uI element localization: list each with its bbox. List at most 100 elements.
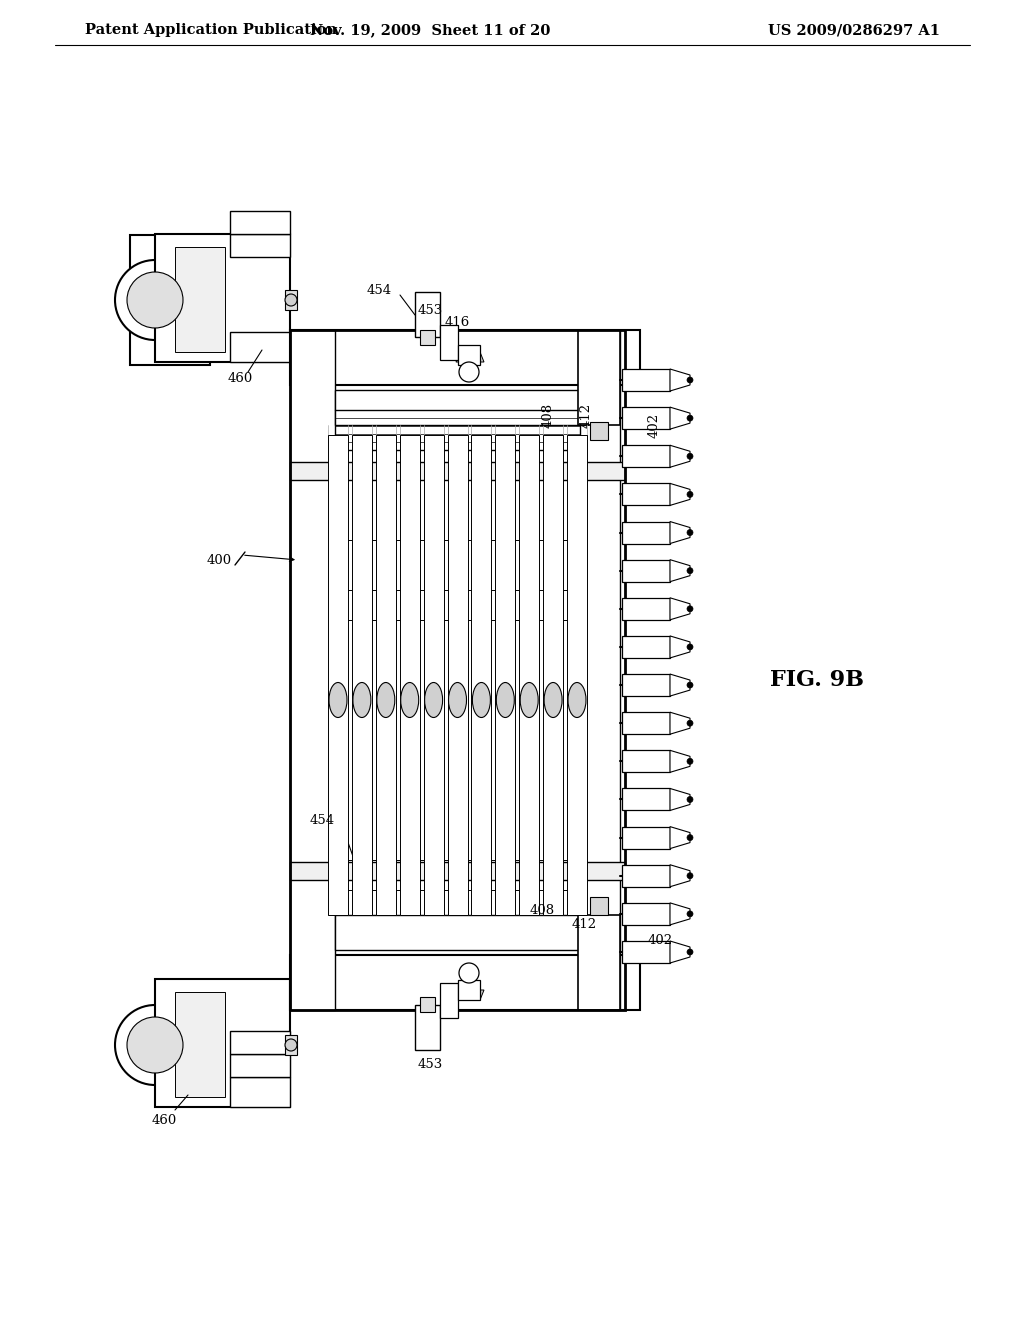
Circle shape [687, 911, 693, 917]
Ellipse shape [472, 682, 490, 718]
Text: 402: 402 [648, 933, 673, 946]
Bar [399, 436, 420, 915]
Bar [590, 422, 608, 440]
Circle shape [687, 682, 693, 688]
Circle shape [127, 272, 183, 327]
Circle shape [687, 453, 693, 459]
Ellipse shape [497, 682, 514, 718]
Bar [335, 389, 585, 425]
Bar [335, 915, 585, 950]
Bar [458, 979, 480, 1001]
Polygon shape [670, 598, 690, 620]
Text: 412: 412 [572, 919, 597, 932]
Bar [580, 330, 620, 1010]
Bar [622, 483, 670, 506]
Bar [496, 436, 515, 915]
Ellipse shape [400, 682, 419, 718]
Text: 454: 454 [367, 284, 392, 297]
Circle shape [687, 834, 693, 841]
Bar [285, 1035, 297, 1055]
Ellipse shape [353, 682, 371, 718]
Circle shape [285, 294, 297, 306]
Polygon shape [670, 370, 690, 391]
Bar [622, 521, 670, 544]
Polygon shape [670, 560, 690, 582]
Bar [130, 235, 210, 366]
Text: 454: 454 [310, 813, 335, 826]
Bar [622, 560, 670, 582]
Bar [328, 436, 348, 915]
Bar [230, 211, 290, 234]
Text: Patent Application Publication: Patent Application Publication [85, 22, 337, 37]
Bar [424, 436, 443, 915]
Bar [415, 292, 440, 337]
Bar [290, 330, 625, 1010]
Bar [622, 636, 670, 657]
Text: 453: 453 [418, 304, 443, 317]
Bar [155, 979, 290, 1107]
Bar [567, 436, 587, 915]
Polygon shape [670, 826, 690, 849]
Bar [622, 941, 670, 964]
Circle shape [115, 260, 195, 341]
Polygon shape [670, 483, 690, 506]
Bar [622, 370, 670, 391]
Ellipse shape [520, 682, 539, 718]
Bar [447, 436, 468, 915]
Polygon shape [670, 788, 690, 810]
Polygon shape [670, 636, 690, 657]
Bar [155, 234, 290, 362]
Bar [175, 247, 225, 352]
Bar [230, 1077, 290, 1107]
Bar [290, 862, 625, 880]
Bar [230, 1031, 290, 1053]
Bar [622, 407, 670, 429]
Bar [415, 1005, 440, 1049]
Circle shape [687, 529, 693, 536]
Circle shape [459, 964, 479, 983]
Text: Nov. 19, 2009  Sheet 11 of 20: Nov. 19, 2009 Sheet 11 of 20 [310, 22, 550, 37]
Bar [622, 598, 670, 620]
Bar [285, 290, 297, 310]
Circle shape [687, 378, 693, 383]
Circle shape [687, 873, 693, 879]
Bar [420, 997, 435, 1012]
Bar [440, 325, 458, 360]
Bar [458, 345, 480, 366]
Text: 400: 400 [207, 553, 232, 566]
Polygon shape [670, 521, 690, 544]
Circle shape [127, 1016, 183, 1073]
Text: 416: 416 [445, 315, 470, 329]
Bar [376, 436, 396, 915]
Text: 460: 460 [228, 371, 253, 384]
Circle shape [687, 949, 693, 954]
Text: 412: 412 [580, 403, 593, 428]
Text: 453: 453 [418, 1059, 443, 1072]
Ellipse shape [449, 682, 467, 718]
Ellipse shape [568, 682, 586, 718]
Ellipse shape [425, 682, 442, 718]
Ellipse shape [544, 682, 562, 718]
Bar [290, 330, 335, 1010]
Text: FIG. 9B: FIG. 9B [770, 669, 864, 690]
Text: US 2009/0286297 A1: US 2009/0286297 A1 [768, 22, 940, 37]
Polygon shape [670, 865, 690, 887]
Polygon shape [670, 750, 690, 772]
Circle shape [687, 491, 693, 498]
Bar [471, 436, 492, 915]
Bar [175, 993, 225, 1097]
Circle shape [687, 721, 693, 726]
Polygon shape [670, 713, 690, 734]
Bar [440, 983, 458, 1018]
Polygon shape [456, 352, 484, 362]
Circle shape [687, 568, 693, 574]
Bar [290, 330, 640, 385]
Bar [230, 1053, 290, 1077]
Polygon shape [670, 903, 690, 925]
Bar [230, 333, 290, 362]
Polygon shape [456, 990, 484, 1001]
Circle shape [459, 362, 479, 381]
Circle shape [687, 796, 693, 803]
Polygon shape [670, 675, 690, 696]
Ellipse shape [329, 682, 347, 718]
